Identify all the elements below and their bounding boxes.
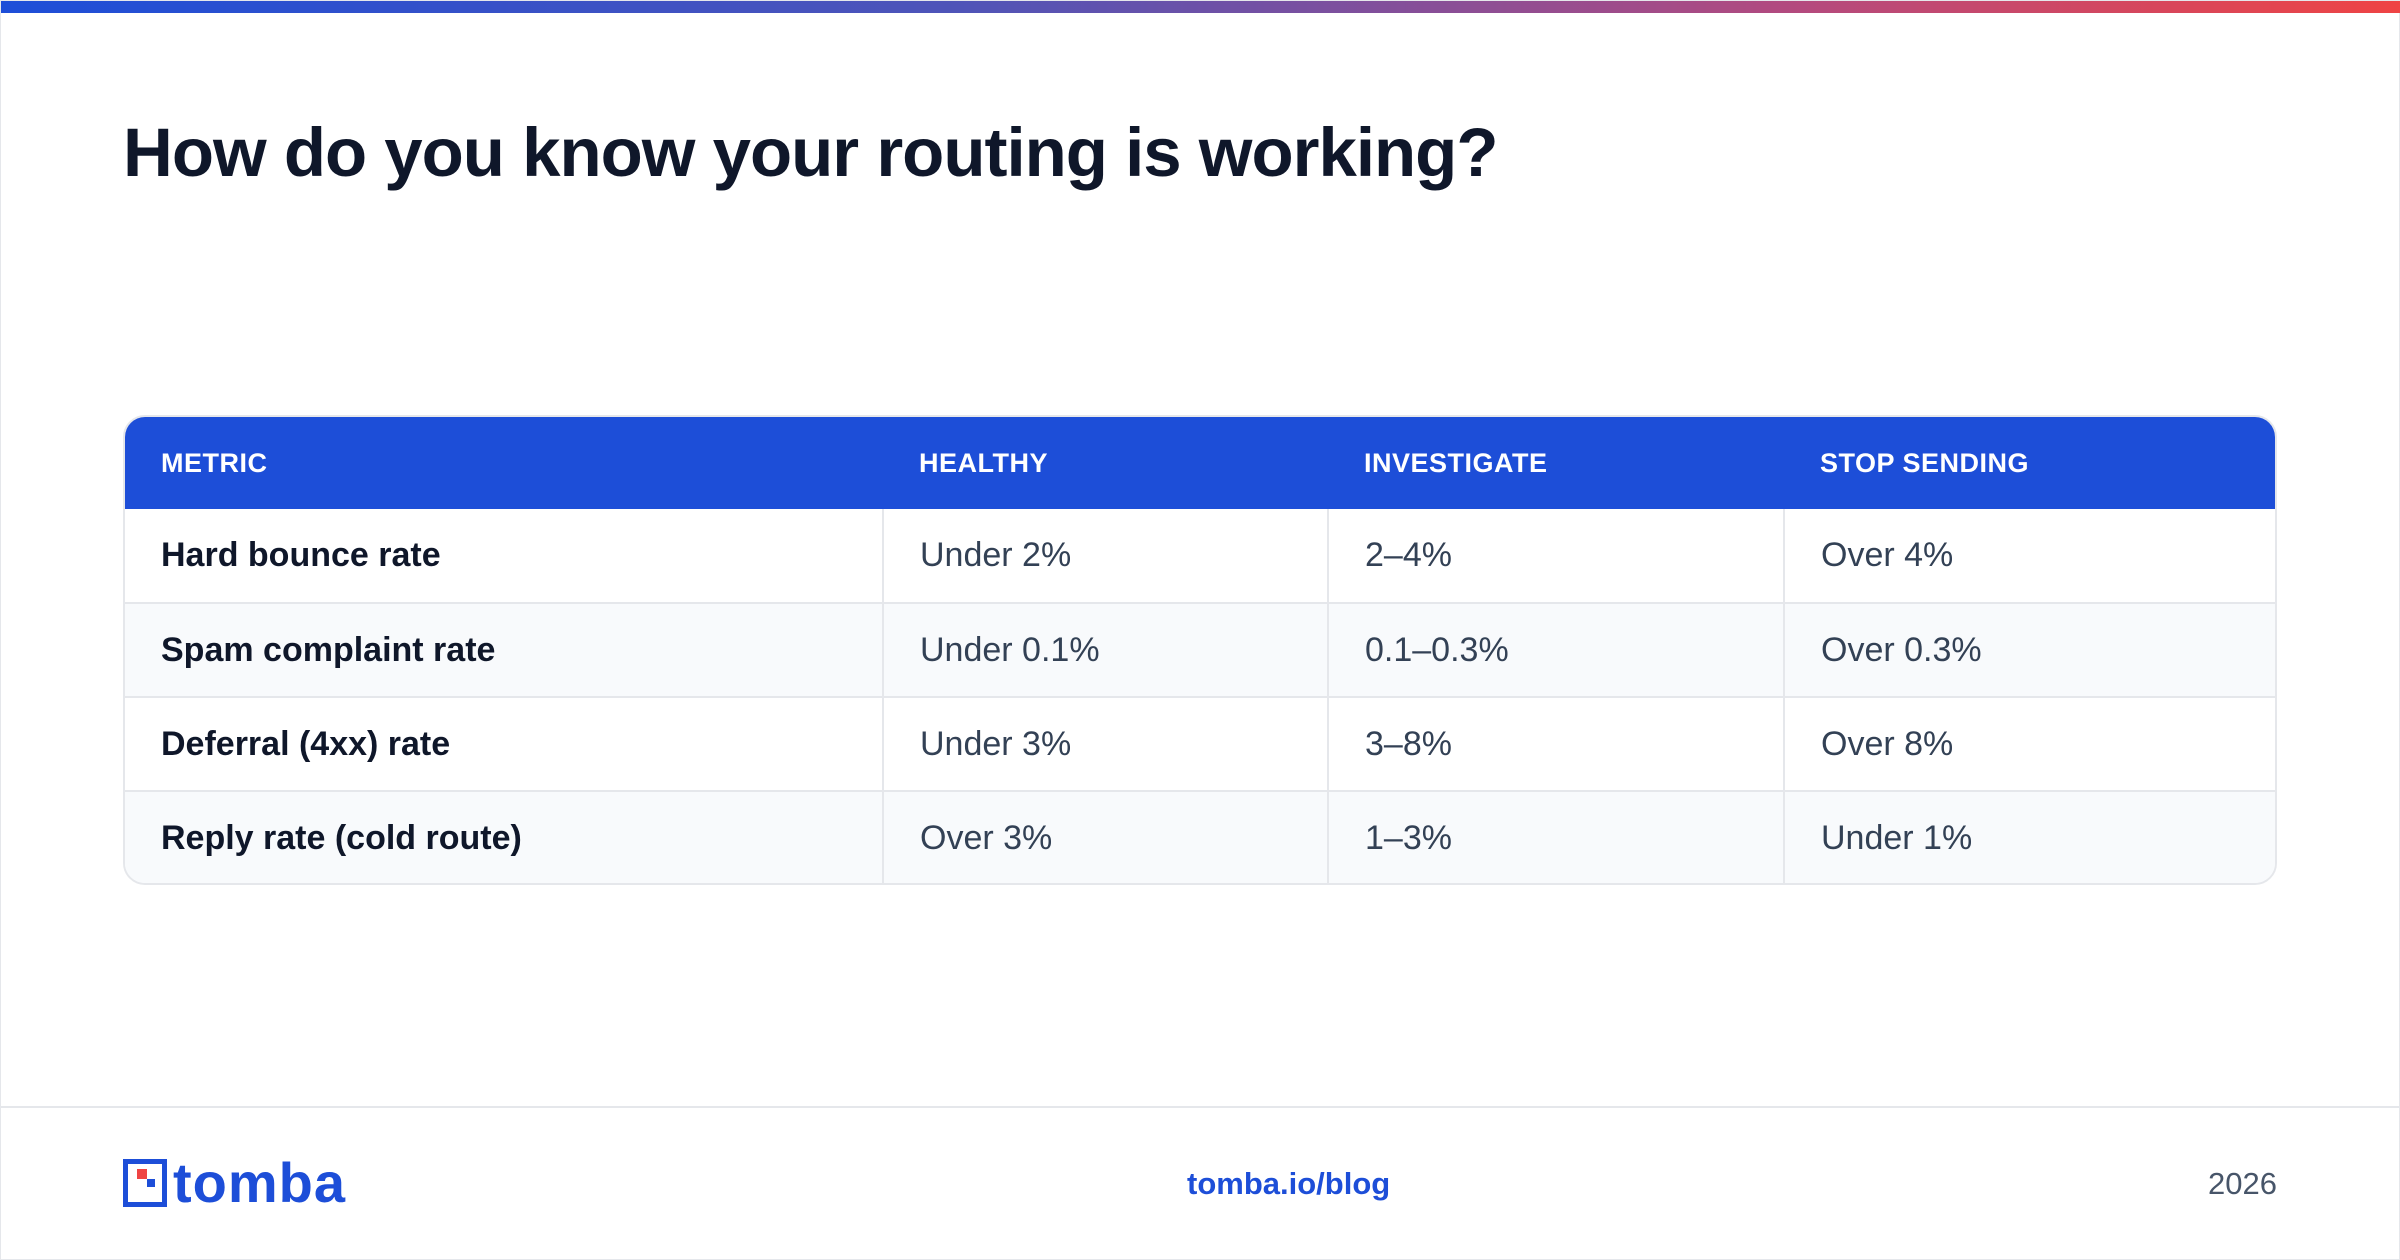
blog-link[interactable]: tomba.io/blog (1187, 1166, 1391, 1201)
footer-divider (1, 1106, 2400, 1108)
page-title: How do you know your routing is working? (123, 114, 1498, 191)
table-row: Reply rate (cold route) Over 3% 1–3% Und… (125, 790, 2275, 883)
stop-sending-cell: Over 8% (1783, 696, 2275, 791)
logo-wordmark: tomba (173, 1151, 346, 1214)
header-investigate: INVESTIGATE (1364, 447, 1548, 478)
investigate-cell: 3–8% (1327, 696, 1784, 791)
healthy-cell: Under 0.1% (882, 602, 1328, 697)
table-header-row: METRIC HEALTHY INVESTIGATE STOP SENDING (125, 417, 2275, 509)
header-metric: METRIC (161, 447, 268, 478)
footer-year: 2026 (2208, 1166, 2277, 1201)
healthy-cell: Over 3% (882, 790, 1328, 883)
metric-cell: Hard bounce rate (161, 536, 441, 574)
stop-sending-cell: Under 1% (1783, 790, 2275, 883)
healthy-cell: Under 3% (882, 696, 1328, 791)
investigate-cell: 2–4% (1327, 509, 1784, 603)
tomba-logo-icon (123, 1159, 167, 1207)
table-row: Deferral (4xx) rate Under 3% 3–8% Over 8… (125, 696, 2275, 791)
tomba-logo: tomba (123, 1151, 346, 1214)
investigate-cell: 1–3% (1327, 790, 1784, 883)
header-stop-sending: STOP SENDING (1820, 447, 2030, 478)
investigate-cell: 0.1–0.3% (1327, 602, 1784, 697)
healthy-cell: Under 2% (882, 509, 1328, 603)
metric-cell: Deferral (4xx) rate (125, 696, 883, 791)
table-row: Spam complaint rate Under 0.1% 0.1–0.3% … (125, 602, 2275, 697)
header-healthy: HEALTHY (919, 447, 1048, 478)
metrics-table: METRIC HEALTHY INVESTIGATE STOP SENDING … (123, 415, 2277, 885)
metric-cell: Reply rate (cold route) (125, 790, 883, 883)
table-row: Hard bounce rate Under 2% 2–4% Over 4% (125, 509, 2275, 603)
metric-cell: Spam complaint rate (125, 602, 883, 697)
stop-sending-cell: Over 0.3% (1783, 602, 2275, 697)
accent-gradient-bar (1, 1, 2400, 13)
stop-sending-cell: Over 4% (1783, 509, 2275, 603)
